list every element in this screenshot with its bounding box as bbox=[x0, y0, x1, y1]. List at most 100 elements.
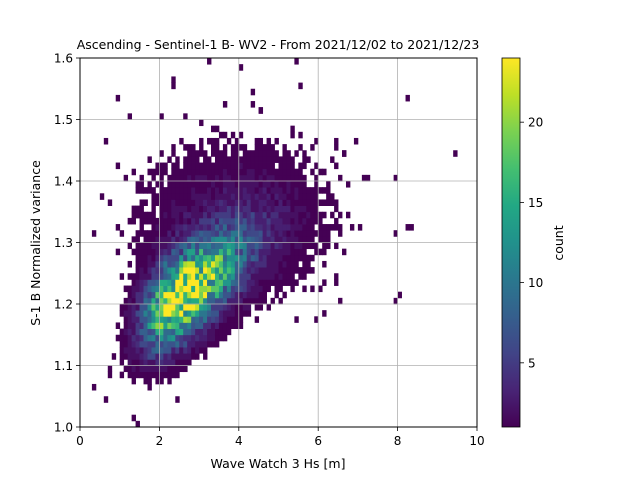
heatmap-cell bbox=[266, 267, 271, 274]
heatmap-cell bbox=[258, 137, 264, 145]
heatmap-cell bbox=[234, 137, 240, 145]
heatmap-cell bbox=[171, 242, 176, 250]
heatmap-cell bbox=[242, 304, 248, 311]
heatmap-cell bbox=[258, 144, 264, 151]
heatmap-cell bbox=[187, 224, 192, 231]
heatmap-cell bbox=[334, 137, 339, 145]
heatmap-cell bbox=[167, 236, 172, 243]
heatmap-cell bbox=[349, 224, 355, 231]
heatmap-cell bbox=[218, 168, 224, 176]
heatmap-cell bbox=[298, 199, 303, 206]
heatmap-cell bbox=[230, 181, 236, 188]
heatmap-cell bbox=[171, 371, 176, 379]
heatmap-cell bbox=[175, 211, 180, 219]
heatmap-cell bbox=[115, 162, 121, 170]
heatmap-cell bbox=[234, 267, 240, 274]
heatmap-cell bbox=[187, 340, 192, 348]
heatmap-cell bbox=[187, 260, 192, 268]
heatmap-cell bbox=[282, 193, 287, 200]
heatmap-cell bbox=[211, 125, 216, 133]
heatmap-cell bbox=[191, 217, 196, 225]
heatmap-cell bbox=[159, 254, 164, 262]
heatmap-cell bbox=[199, 291, 204, 299]
heatmap-cell bbox=[135, 260, 140, 268]
colorbar-label: count bbox=[551, 225, 566, 260]
heatmap-cell bbox=[163, 217, 168, 225]
heatmap-cell bbox=[167, 365, 172, 373]
heatmap-cell bbox=[230, 291, 236, 299]
heatmap-cell bbox=[258, 156, 264, 163]
heatmap-cell bbox=[163, 279, 168, 286]
heatmap-cell bbox=[262, 267, 267, 274]
heatmap-cell bbox=[211, 334, 216, 342]
heatmap-cell bbox=[214, 168, 220, 176]
heatmap-cell bbox=[171, 193, 176, 200]
heatmap-cell bbox=[151, 174, 156, 182]
heatmap-cell bbox=[135, 359, 140, 366]
heatmap-cell bbox=[222, 267, 228, 274]
heatmap-cell bbox=[211, 254, 216, 262]
heatmap-cell bbox=[159, 353, 164, 360]
heatmap-cell bbox=[254, 205, 260, 213]
heatmap-cell bbox=[314, 199, 319, 206]
heatmap-cell bbox=[302, 267, 307, 274]
heatmap-cell bbox=[167, 242, 172, 250]
heatmap-cell bbox=[203, 291, 208, 299]
heatmap-cell bbox=[103, 137, 109, 145]
heatmap-cell bbox=[179, 359, 184, 366]
heatmap-cell bbox=[155, 310, 160, 317]
heatmap-cell bbox=[183, 291, 188, 299]
heatmap-cell bbox=[262, 174, 267, 182]
heatmap-cell bbox=[171, 168, 176, 176]
heatmap-cell bbox=[298, 242, 303, 250]
heatmap-cell bbox=[286, 254, 291, 262]
heatmap-cell bbox=[218, 156, 224, 163]
heatmap-cell bbox=[147, 248, 152, 256]
heatmap-cell bbox=[147, 334, 152, 342]
heatmap-cell bbox=[258, 211, 264, 219]
heatmap-cell bbox=[242, 279, 248, 286]
heatmap-cell bbox=[262, 211, 267, 219]
heatmap-cell bbox=[254, 248, 260, 256]
heatmap-cell bbox=[254, 273, 260, 280]
heatmap-cell bbox=[258, 291, 264, 299]
heatmap-cell bbox=[270, 187, 275, 194]
heatmap-cell bbox=[234, 242, 240, 250]
heatmap-cell bbox=[199, 193, 204, 200]
heatmap-cell bbox=[175, 236, 180, 243]
heatmap-cell bbox=[226, 310, 232, 317]
heatmap-cell bbox=[151, 205, 156, 213]
heatmap-cell bbox=[294, 187, 299, 194]
heatmap-cell bbox=[191, 236, 196, 243]
heatmap-cell bbox=[278, 174, 283, 182]
heatmap-cell bbox=[242, 310, 248, 317]
heatmap-cell bbox=[282, 230, 287, 237]
heatmap-cell bbox=[143, 279, 148, 286]
heatmap-cell bbox=[167, 377, 172, 385]
heatmap-cell bbox=[147, 242, 152, 250]
heatmap-cell bbox=[214, 285, 220, 293]
heatmap-cell bbox=[298, 168, 303, 176]
heatmap-cell bbox=[274, 267, 279, 274]
heatmap-cell bbox=[159, 334, 164, 342]
heatmap-cell bbox=[302, 156, 307, 163]
heatmap-cell bbox=[163, 187, 168, 194]
heatmap-cell bbox=[187, 187, 192, 194]
heatmap-cell bbox=[183, 347, 188, 354]
heatmap-cell bbox=[171, 230, 176, 237]
heatmap-cell bbox=[167, 304, 172, 311]
heatmap-cell bbox=[167, 267, 172, 274]
heatmap-cell bbox=[282, 248, 287, 256]
heatmap-cell bbox=[222, 248, 228, 256]
heatmap-cell bbox=[179, 181, 184, 188]
heatmap-cell bbox=[143, 236, 148, 243]
heatmap-cell bbox=[218, 297, 224, 305]
heatmap-cell bbox=[191, 316, 196, 323]
heatmap-cell bbox=[258, 181, 264, 188]
heatmap-cell bbox=[187, 150, 192, 157]
heatmap-cell bbox=[187, 291, 192, 299]
heatmap-cell bbox=[322, 260, 327, 268]
heatmap-cell bbox=[393, 297, 398, 305]
heatmap-cell bbox=[278, 193, 283, 200]
heatmap-cell bbox=[147, 217, 152, 225]
